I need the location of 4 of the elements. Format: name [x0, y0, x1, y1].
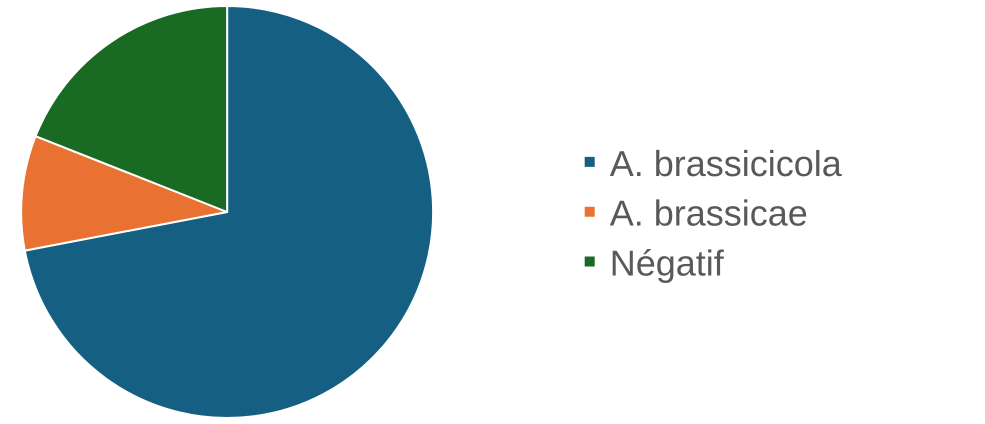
legend-label: A. brassicae: [610, 192, 808, 234]
legend-label: Négatif: [610, 242, 725, 284]
pie-slice: [24, 5, 434, 419]
legend-label: A. brassicicola: [610, 142, 843, 184]
